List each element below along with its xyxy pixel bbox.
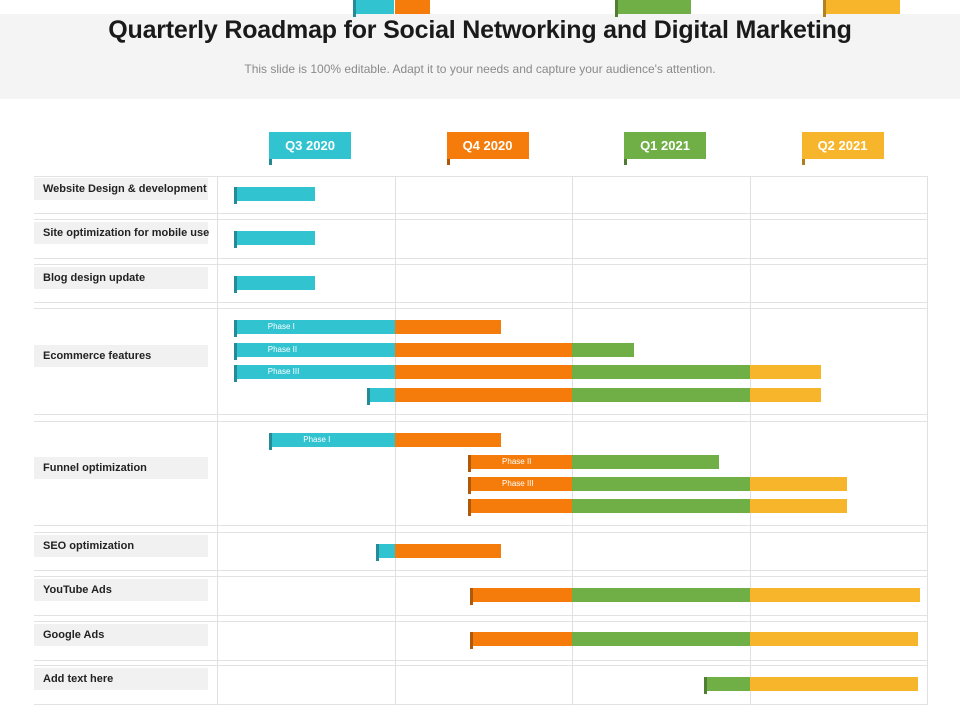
grid-line (749, 176, 751, 705)
gantt-bar-label: Phase III (502, 479, 534, 488)
row-label: SEO optimization (34, 534, 208, 557)
gantt-bar-segment (394, 365, 572, 379)
gantt-bar-segment (394, 320, 501, 334)
gantt-bar-tab (823, 0, 827, 17)
gantt-bar-segment (367, 388, 395, 402)
row-label: Website Design & development (34, 178, 208, 200)
gantt-bar-segment (616, 0, 691, 14)
gantt-bar-tab (352, 0, 356, 17)
gantt-bar-segment (234, 320, 395, 334)
gantt-bar-segment (572, 588, 750, 602)
gantt-bar-segment (572, 343, 635, 357)
gantt-bar-segment (572, 477, 750, 491)
gantt-bar-segment (572, 365, 750, 379)
gantt-bar-segment (749, 677, 919, 691)
gantt-bar-segment (234, 365, 395, 379)
gantt-bar-segment (469, 499, 572, 513)
gantt-bar-tab (375, 544, 379, 561)
gantt-bar-label: Phase II (502, 457, 532, 466)
gantt-bar-segment (749, 365, 821, 379)
row-label: Funnel optimization (34, 456, 208, 479)
grid-line (927, 176, 928, 705)
gantt-bar-tab (366, 388, 370, 405)
gantt-bar-segment (234, 343, 395, 357)
header-band (0, 14, 960, 99)
row-label: YouTube Ads (34, 579, 208, 601)
gantt-bar-segment (394, 343, 572, 357)
gantt-bar-tab (233, 365, 237, 382)
quarter-label: Q1 2021 (624, 132, 706, 165)
gantt-bar-tab (233, 231, 237, 248)
quarter-label: Q4 2020 (446, 132, 529, 165)
gantt-bar-segment (470, 632, 572, 646)
gantt-bar-segment (394, 0, 430, 14)
page-title: Quarterly Roadmap for Social Networking … (108, 16, 852, 44)
gantt-bar-tab (468, 455, 472, 472)
gantt-bar-tab (269, 433, 273, 450)
gantt-bar-tab (233, 187, 237, 204)
row-label: Add text here (34, 668, 208, 690)
gantt-bar-tab (233, 320, 237, 337)
gantt-bar-segment (572, 455, 720, 469)
gantt-bar-label: Phase II (267, 345, 298, 354)
gantt-bar-segment (572, 499, 750, 513)
gantt-bar-segment (394, 388, 572, 402)
gantt-bar-segment (749, 632, 919, 646)
gantt-bar-label: Phase I (267, 322, 295, 331)
row-label: Site optimization for mobile use (34, 222, 209, 244)
page-subtitle: This slide is 100% editable. Adapt it to… (244, 62, 716, 76)
gantt-bar-segment (749, 388, 821, 402)
gantt-bar-segment (470, 588, 572, 602)
gantt-bar-segment (234, 231, 315, 245)
gantt-bar-segment (394, 433, 501, 447)
gantt-bar-segment (572, 632, 750, 646)
gantt-bar-segment (749, 499, 848, 513)
gantt-bar-tab (615, 0, 619, 17)
quarter-label: Q3 2020 (269, 132, 351, 165)
gantt-bar-segment (270, 433, 395, 447)
row-label: Ecommerce features (34, 344, 208, 367)
gantt-bar-tab (233, 276, 237, 293)
gantt-bar-segment (824, 0, 901, 14)
gantt-bar-tab (233, 343, 237, 360)
row-label: Blog design update (34, 266, 208, 289)
gantt-bar-segment (353, 0, 395, 14)
gantt-bar-segment (234, 187, 315, 201)
gantt-bar-segment (749, 477, 848, 491)
gantt-bar-segment (376, 544, 395, 558)
gantt-bar-segment (394, 544, 501, 558)
gantt-bar-segment (469, 477, 572, 491)
gantt-bar-label: Phase III (267, 367, 300, 376)
gantt-bar-segment (234, 276, 315, 290)
gantt-bar-segment (469, 455, 572, 469)
gantt-bar-label: Phase I (303, 435, 331, 444)
gantt-bar-tab (469, 588, 473, 605)
gantt-bar-segment (705, 677, 750, 691)
grid-line (572, 176, 573, 705)
gantt-bar-tab (704, 677, 708, 694)
gantt-bar-segment (572, 388, 750, 402)
grid-line (217, 176, 218, 705)
gantt-bar-tab (469, 632, 473, 649)
gantt-bar-segment (749, 588, 920, 602)
quarter-label: Q2 2021 (801, 132, 884, 165)
row-label: Google Ads (34, 624, 208, 646)
gantt-bar-tab (468, 499, 472, 516)
gantt-bar-tab (468, 477, 472, 494)
